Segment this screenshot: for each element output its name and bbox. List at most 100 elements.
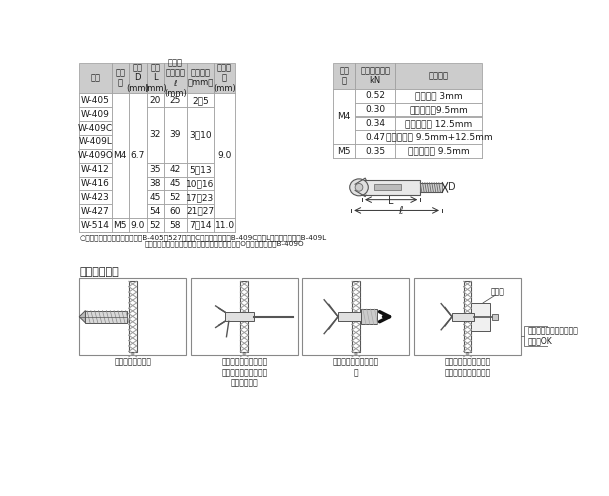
Text: 42: 42 xyxy=(170,165,181,174)
Text: ○頭部形状　なべ頭＋－　：　B-405〜527　　　C型フック　：　B-409C　　L型フック　：　B-409L: ○頭部形状 なべ頭＋－ ： B-405〜527 C型フック ： B-409C L… xyxy=(79,234,326,241)
Bar xyxy=(164,163,187,177)
Text: 【施工方法】: 【施工方法】 xyxy=(79,267,119,277)
Bar xyxy=(79,121,112,135)
Bar xyxy=(452,313,474,320)
Text: 0.35: 0.35 xyxy=(365,147,385,156)
Bar xyxy=(355,89,395,103)
Bar xyxy=(79,190,112,204)
Bar xyxy=(214,107,235,121)
Bar xyxy=(112,218,129,232)
Bar xyxy=(147,93,164,107)
Bar xyxy=(164,135,187,149)
Bar xyxy=(147,107,164,121)
Bar xyxy=(395,130,482,144)
Bar xyxy=(85,310,127,323)
Text: ねじ
径: ねじ 径 xyxy=(115,68,125,88)
Text: M5: M5 xyxy=(113,221,127,230)
Bar xyxy=(129,107,147,121)
Bar xyxy=(164,107,187,163)
Bar xyxy=(395,117,482,130)
Bar xyxy=(187,149,214,163)
Bar xyxy=(355,117,395,130)
Text: 7〜14: 7〜14 xyxy=(189,221,212,230)
Bar xyxy=(147,163,164,177)
Bar xyxy=(187,190,214,204)
Bar xyxy=(79,218,112,232)
Text: 39: 39 xyxy=(169,130,181,139)
Text: ねじ
径: ねじ 径 xyxy=(339,66,350,85)
Bar xyxy=(164,93,187,107)
Bar xyxy=(395,89,482,103)
Bar xyxy=(164,107,187,121)
Bar xyxy=(187,121,214,135)
Bar xyxy=(147,204,164,218)
Text: 取付物をセットし、ね
じを締め付け施工完了: 取付物をセットし、ね じを締め付け施工完了 xyxy=(445,358,491,377)
Bar xyxy=(79,135,112,149)
Bar xyxy=(187,204,214,218)
Bar xyxy=(147,190,164,204)
Bar xyxy=(129,281,136,352)
Bar xyxy=(214,177,235,190)
Bar xyxy=(395,103,482,117)
Bar xyxy=(333,117,355,130)
Text: 9.0: 9.0 xyxy=(217,151,232,160)
Bar xyxy=(147,218,164,232)
Bar xyxy=(129,62,147,93)
Bar xyxy=(147,218,164,232)
Bar xyxy=(129,177,147,190)
Bar xyxy=(333,144,355,158)
Bar xyxy=(463,281,471,352)
Bar xyxy=(214,121,235,135)
Bar xyxy=(352,281,360,352)
Bar xyxy=(112,149,129,163)
Bar xyxy=(79,107,112,121)
Text: M4: M4 xyxy=(114,151,127,160)
Bar xyxy=(214,204,235,218)
Bar xyxy=(395,130,482,144)
Bar xyxy=(362,180,420,195)
Text: L: L xyxy=(389,195,394,205)
Bar xyxy=(214,149,235,163)
Text: 適応板厚
（mm）: 適応板厚 （mm） xyxy=(188,68,214,88)
Text: 所定の径に穴あけ: 所定の径に穴あけ xyxy=(114,358,151,367)
Text: 35: 35 xyxy=(149,165,161,174)
Bar xyxy=(187,163,214,177)
Text: 54: 54 xyxy=(149,207,161,216)
Bar xyxy=(187,107,214,121)
Bar xyxy=(112,177,129,190)
Bar xyxy=(164,93,187,107)
Bar xyxy=(129,218,147,232)
Bar xyxy=(164,177,187,190)
Bar xyxy=(79,163,112,177)
Bar xyxy=(414,278,521,355)
Text: W-514: W-514 xyxy=(81,221,110,230)
Text: ねじをゆるめて抜き取
る: ねじをゆるめて抜き取 る xyxy=(333,358,379,377)
Bar xyxy=(355,103,395,117)
Bar xyxy=(214,93,235,107)
Bar xyxy=(164,190,187,204)
Bar xyxy=(147,190,164,204)
Bar xyxy=(147,204,164,218)
Text: 0.34: 0.34 xyxy=(365,119,385,128)
Bar xyxy=(164,62,187,93)
Text: W-423: W-423 xyxy=(81,193,110,202)
Text: ℓ: ℓ xyxy=(398,206,403,216)
Text: O型フック　：　B-409O: O型フック ： B-409O xyxy=(145,241,304,247)
Text: 10〜16: 10〜16 xyxy=(186,179,215,188)
Text: 規格: 規格 xyxy=(91,73,100,82)
Bar xyxy=(355,103,395,117)
Text: 60: 60 xyxy=(169,207,181,216)
Bar xyxy=(79,278,186,355)
Bar xyxy=(79,149,112,163)
Text: 52: 52 xyxy=(170,193,181,202)
Bar xyxy=(395,103,482,117)
Text: 2〜5: 2〜5 xyxy=(192,96,209,105)
Bar xyxy=(79,190,112,204)
Bar xyxy=(333,130,355,144)
Bar xyxy=(187,135,214,149)
Bar xyxy=(147,177,164,190)
Bar xyxy=(355,130,395,144)
Text: 38: 38 xyxy=(149,179,161,188)
Text: ドリル
径
(mm): ドリル 径 (mm) xyxy=(213,63,236,93)
Bar xyxy=(333,144,355,158)
